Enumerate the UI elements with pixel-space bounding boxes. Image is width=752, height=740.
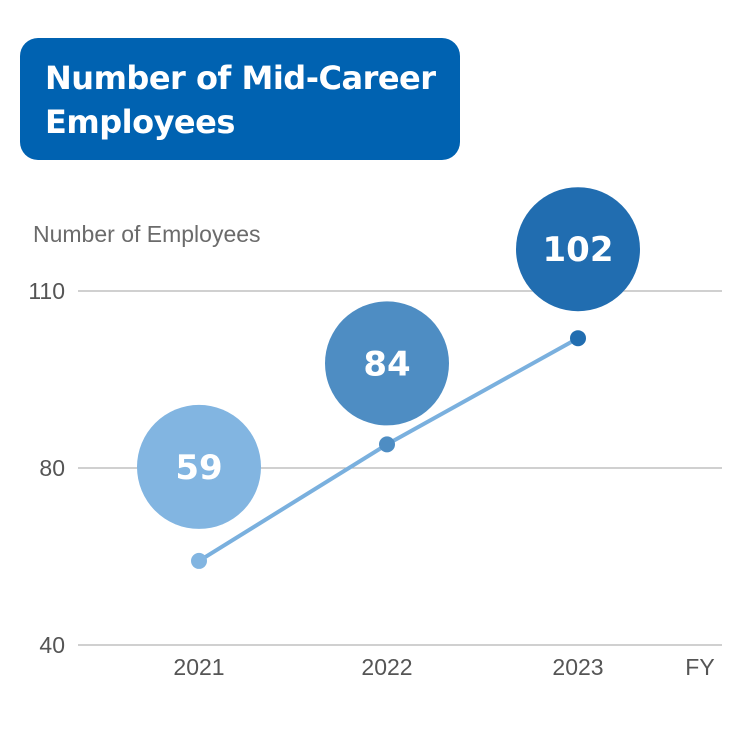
- data-points: [191, 330, 586, 569]
- chart-title: Number of Mid-Career Employees: [45, 59, 436, 141]
- value-bubbles: 59 84 102: [137, 187, 640, 529]
- value-bubble: 84: [325, 301, 449, 426]
- chart-title-box: Number of Mid-Career Employees: [20, 38, 460, 160]
- data-label: 59: [175, 448, 222, 488]
- data-point: [570, 330, 586, 347]
- data-point: [191, 552, 207, 569]
- data-point: [379, 436, 395, 453]
- y-tick-label: 80: [39, 455, 65, 481]
- value-bubble-circle: [516, 187, 640, 312]
- value-bubble-circle: [137, 404, 261, 529]
- y-axis-title: Number of Employees: [33, 221, 261, 247]
- value-bubble-circle: [325, 301, 449, 426]
- value-bubble: 102: [516, 187, 640, 312]
- value-bubble: 59: [137, 404, 261, 529]
- x-tick-label: 2022: [361, 654, 412, 680]
- y-tick-label: 40: [39, 632, 65, 658]
- data-label: 102: [543, 230, 614, 270]
- y-tick-label: 110: [28, 278, 65, 304]
- x-tick-labels: 2021 2022 2023: [173, 654, 603, 680]
- x-tick-label: 2023: [552, 654, 603, 680]
- x-tick-label: 2021: [173, 654, 224, 680]
- y-tick-labels: 40 80 110: [28, 278, 65, 658]
- data-label: 84: [363, 344, 410, 384]
- x-axis-title: FY: [685, 654, 714, 680]
